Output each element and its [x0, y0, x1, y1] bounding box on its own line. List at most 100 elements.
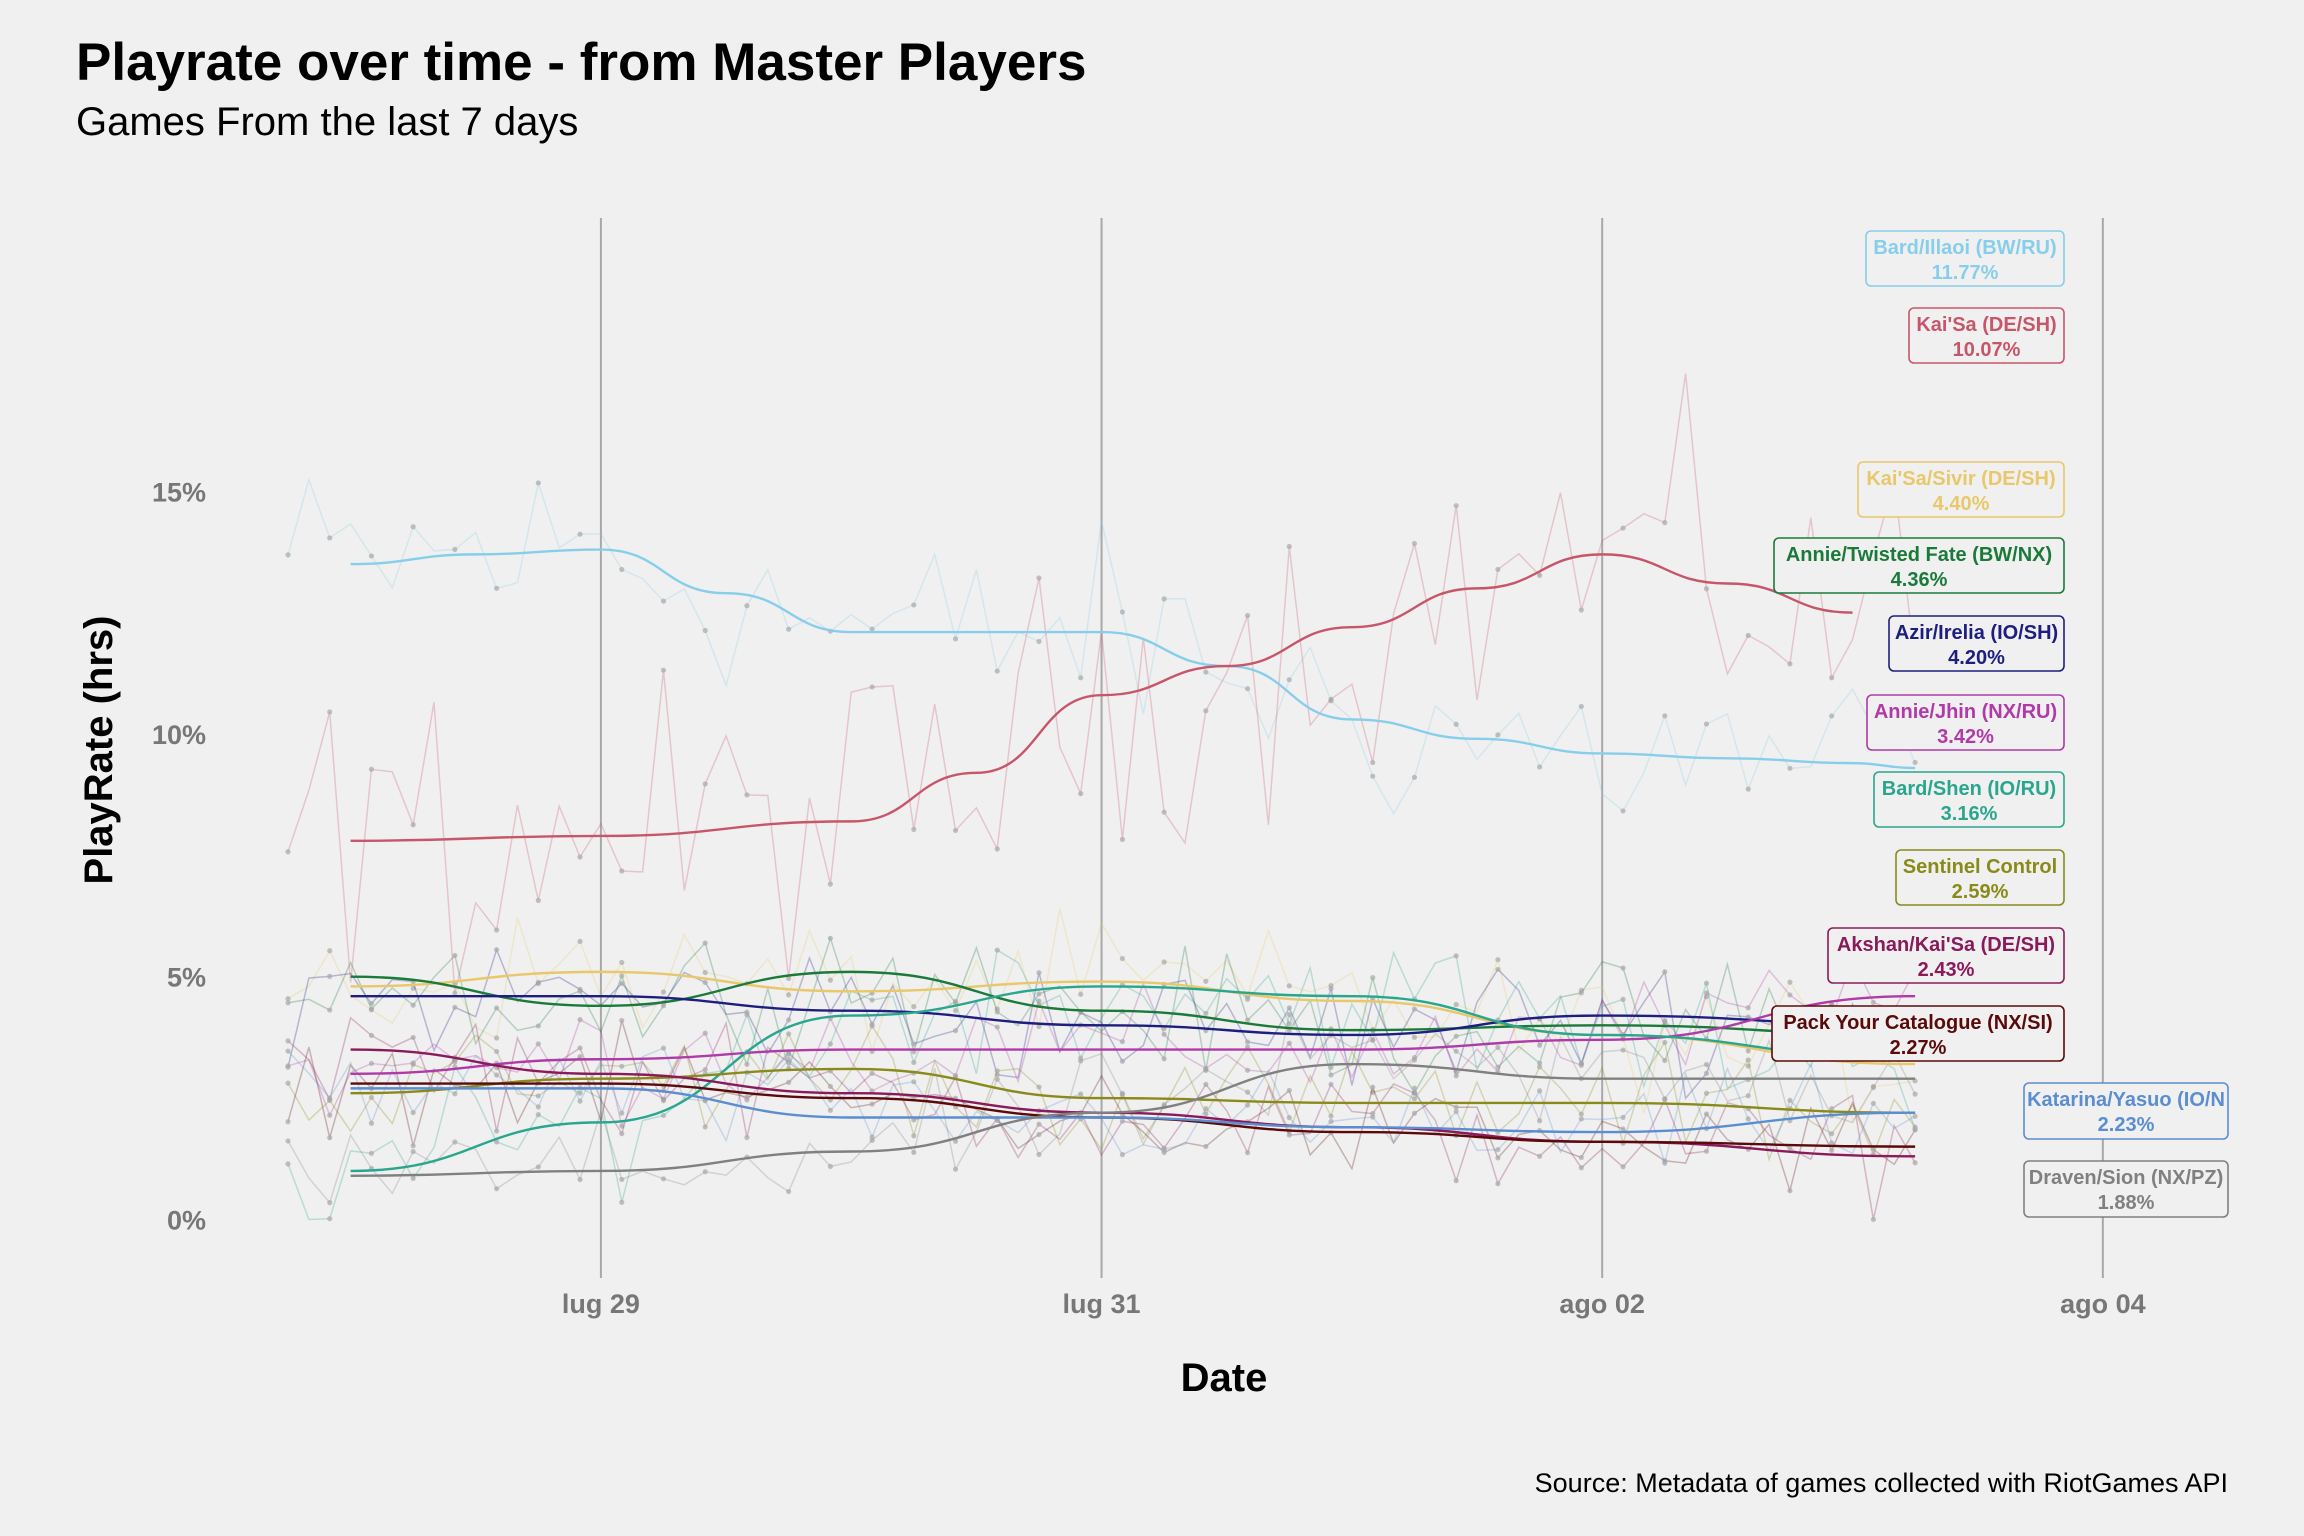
x-tick-label: lug 31 — [1063, 1289, 1141, 1319]
raw-data-point — [1620, 1126, 1626, 1132]
series-label-box — [1827, 927, 2065, 984]
trend-line — [350, 994, 1916, 1037]
raw-data-point — [702, 1030, 708, 1036]
raw-series-line — [287, 1024, 1916, 1163]
raw-data-point — [1370, 759, 1376, 766]
raw-data-point — [869, 1070, 875, 1076]
raw-data-point — [1787, 661, 1793, 667]
raw-data-point — [494, 585, 500, 591]
raw-data-point — [535, 1041, 541, 1047]
raw-data-point — [827, 1083, 833, 1089]
raw-data-point — [327, 535, 333, 541]
raw-data-point — [660, 1176, 667, 1182]
raw-data-point — [494, 1035, 500, 1041]
series-label-box — [1895, 849, 2065, 906]
raw-data-point — [1453, 1001, 1459, 1008]
raw-data-point — [452, 546, 458, 553]
raw-data-point — [1411, 1006, 1418, 1012]
raw-data-point — [660, 1098, 667, 1104]
raw-data-point — [1703, 586, 1710, 592]
series-label-name: Bard/Illaoi (BW/RU) — [1873, 237, 2056, 259]
raw-data-point — [285, 552, 291, 558]
raw-data-point — [535, 1023, 541, 1029]
raw-data-point — [1578, 703, 1584, 710]
raw-data-point — [368, 1006, 375, 1012]
raw-data-point — [285, 1119, 291, 1125]
raw-data-point — [535, 1164, 541, 1170]
raw-data-point — [619, 1017, 625, 1024]
raw-data-point — [1203, 1111, 1209, 1117]
raw-data-point — [1119, 609, 1126, 615]
raw-data-point — [1119, 1092, 1126, 1098]
raw-data-point — [744, 1011, 750, 1018]
raw-data-point — [1537, 1064, 1543, 1070]
raw-data-point — [1912, 1160, 1918, 1166]
raw-data-point — [1411, 1057, 1418, 1063]
raw-data-point — [1912, 1113, 1918, 1119]
raw-data-point — [619, 980, 625, 986]
raw-data-point — [744, 1094, 750, 1100]
raw-data-point — [1244, 996, 1251, 1002]
raw-data-point — [1453, 1073, 1459, 1079]
raw-data-point — [1286, 1040, 1292, 1046]
raw-data-point — [1662, 1160, 1668, 1166]
chart-subtitle: Games From the last 7 days — [76, 100, 579, 144]
raw-data-point — [1328, 1113, 1334, 1119]
raw-data-point — [1703, 1061, 1710, 1068]
series-label-name: Annie/Jhin (NX/RU) — [1874, 701, 2057, 723]
raw-data-point — [1453, 1108, 1459, 1115]
raw-data-point — [702, 1169, 708, 1175]
raw-data-point — [1703, 994, 1710, 1000]
series-label-value: 2.59% — [1952, 881, 2009, 903]
raw-data-point — [1745, 1005, 1751, 1011]
raw-data-point — [994, 668, 1000, 674]
raw-data-point — [786, 975, 792, 982]
raw-data-point — [1662, 1039, 1668, 1046]
raw-data-point — [1286, 983, 1292, 989]
series-label-value: 2.27% — [1890, 1037, 1947, 1059]
raw-data-point — [410, 1002, 416, 1008]
raw-data-point — [827, 1041, 833, 1047]
raw-data-point — [410, 1061, 416, 1067]
raw-data-point — [1078, 991, 1084, 997]
raw-data-point — [619, 1176, 625, 1183]
raw-data-point — [952, 636, 959, 642]
raw-data-point — [1745, 1048, 1751, 1054]
raw-data-point — [1578, 1165, 1584, 1171]
raw-data-point — [1370, 773, 1376, 779]
raw-data-point — [1370, 1084, 1376, 1090]
raw-data-point — [660, 598, 667, 604]
raw-data-point — [869, 1137, 875, 1144]
raw-data-point — [368, 1060, 375, 1067]
trend-line — [350, 985, 1916, 1173]
raw-data-point — [786, 1188, 792, 1195]
raw-data-point — [869, 626, 875, 632]
raw-data-point — [619, 1131, 625, 1137]
raw-data-point — [368, 553, 375, 559]
series-label-name: Pack Your Catalogue (NX/SI) — [1783, 1012, 2052, 1034]
raw-data-point — [1328, 1072, 1334, 1078]
raw-data-point — [410, 822, 416, 828]
raw-data-point — [1453, 1104, 1459, 1110]
raw-data-point — [619, 1063, 625, 1069]
raw-data-point — [1537, 1088, 1543, 1094]
chart-title: Playrate over time - from Master Players — [76, 33, 1087, 92]
raw-data-point — [1620, 808, 1626, 814]
raw-data-point — [1453, 953, 1459, 959]
raw-data-point — [1537, 764, 1543, 770]
raw-data-point — [494, 1072, 500, 1078]
raw-series-line — [287, 947, 1916, 1101]
raw-data-point — [1912, 1091, 1918, 1097]
raw-data-point — [1537, 572, 1543, 578]
raw-data-point — [285, 1038, 291, 1044]
raw-data-point — [619, 959, 625, 966]
y-tick-label: 15% — [152, 477, 206, 507]
raw-data-point — [660, 667, 667, 673]
raw-data-point — [1870, 1216, 1876, 1223]
raw-data-point — [452, 990, 458, 996]
raw-data-point — [1119, 836, 1126, 843]
x-tick-label: lug 29 — [562, 1289, 640, 1319]
raw-data-point — [577, 854, 583, 860]
trend-line — [350, 1067, 1916, 1114]
raw-data-point — [577, 1176, 583, 1183]
